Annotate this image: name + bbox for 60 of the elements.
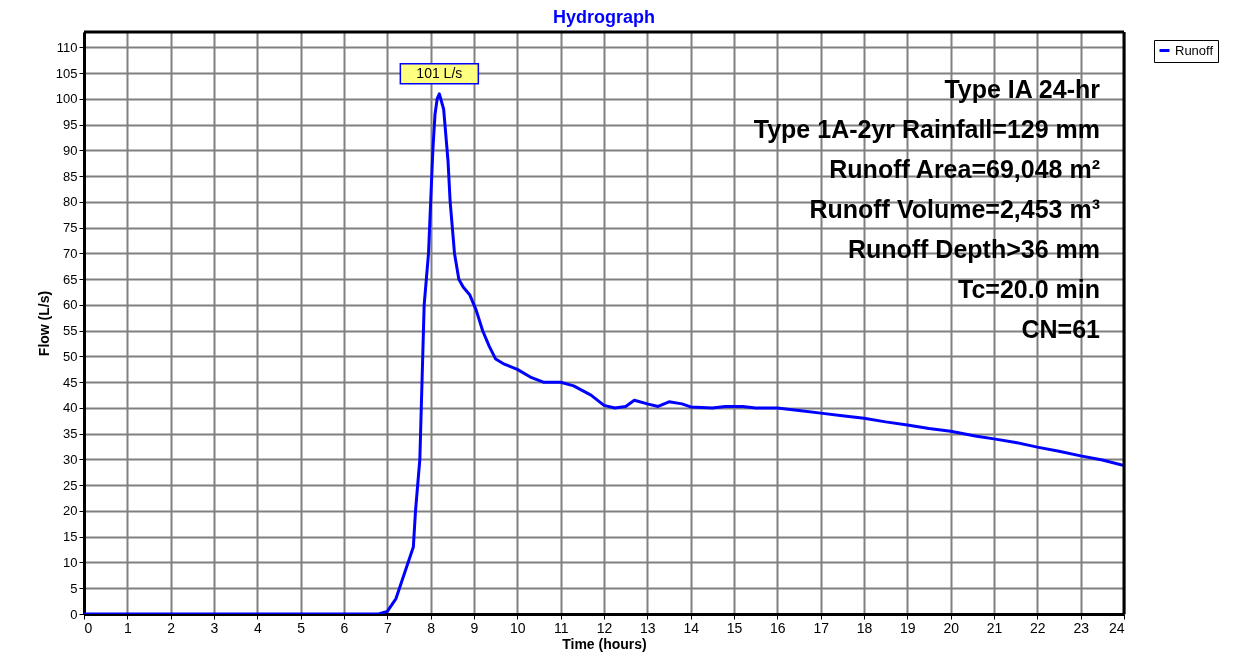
- x-tick-label: 19: [900, 619, 916, 636]
- annotation: Tc=20.0 min: [958, 275, 1100, 303]
- x-tick-label: 5: [297, 619, 306, 636]
- x-tick-label: 18: [856, 619, 873, 636]
- y-tick-label: 65: [63, 271, 78, 287]
- annotation: CN=61: [1021, 315, 1101, 343]
- x-tick-label: 2: [167, 619, 176, 636]
- x-tick-label: 1: [123, 619, 132, 636]
- x-tick-label: 9: [470, 619, 479, 636]
- chart-title: Hydrograph: [552, 6, 656, 27]
- x-tick-label: 13: [640, 619, 656, 636]
- y-tick-label: 100: [55, 91, 78, 107]
- x-tick-label: 14: [683, 619, 700, 636]
- y-tick-label: 60: [63, 297, 78, 313]
- annotation: Runoff Area=69,048 m²: [829, 155, 1100, 183]
- y-tick-label: 75: [63, 220, 78, 236]
- x-tick-label: 11: [553, 619, 569, 636]
- x-tick-label: 10: [510, 619, 526, 636]
- x-tick-label: 24: [1108, 619, 1125, 636]
- y-tick-label: 35: [63, 426, 78, 442]
- x-tick-label: 7: [383, 619, 392, 636]
- annotation: Type IA 24-hr: [944, 75, 1101, 103]
- x-tick-label: 16: [770, 619, 786, 636]
- y-tick-label: 20: [63, 503, 78, 519]
- y-tick-label: 80: [63, 194, 78, 210]
- x-tick-label: 4: [253, 619, 262, 636]
- annotation: Runoff Depth>36 mm: [847, 235, 1100, 263]
- y-tick-label: 45: [63, 374, 78, 390]
- y-tick-label: 85: [63, 168, 78, 184]
- x-tick-label: 0: [84, 619, 93, 636]
- x-tick-label: 12: [596, 619, 613, 636]
- x-tick-label: 23: [1073, 619, 1090, 636]
- y-tick-label: 95: [63, 117, 78, 133]
- y-tick-label: 30: [63, 451, 78, 467]
- x-tick-label: 3: [210, 619, 219, 636]
- y-axis-title: Flow (L/s): [35, 290, 52, 357]
- y-tick-label: 70: [63, 245, 78, 261]
- y-tick-label: 0: [70, 606, 78, 622]
- annotation: Runoff Volume=2,453 m³: [809, 195, 1100, 223]
- y-tick-label: 110: [56, 39, 78, 55]
- x-tick-label: 6: [340, 619, 349, 636]
- x-tick-label: 17: [813, 619, 830, 636]
- y-tick-label: 10: [63, 555, 78, 570]
- x-tick-label: 22: [1030, 619, 1046, 636]
- y-tick-label: 90: [63, 142, 78, 158]
- y-tick-label: 25: [63, 477, 78, 493]
- x-tick-label: 8: [427, 619, 436, 636]
- annotation: Type 1A-2yr Rainfall=129 mm: [753, 115, 1100, 143]
- y-tick-label: 55: [63, 323, 78, 339]
- y-tick-label: 40: [63, 400, 78, 416]
- x-tick-label: 21: [986, 619, 1003, 636]
- y-tick-label: 15: [63, 529, 78, 545]
- y-tick-label: 105: [55, 65, 78, 81]
- y-tick-label: 50: [63, 348, 78, 364]
- legend-label: Runoff: [1175, 42, 1214, 58]
- x-axis-title: Time (hours): [562, 635, 647, 652]
- x-tick-label: 20: [943, 619, 960, 636]
- x-tick-label: 15: [726, 619, 743, 636]
- annotation: 101 L/s: [416, 64, 463, 81]
- y-tick-label: 5: [70, 580, 78, 596]
